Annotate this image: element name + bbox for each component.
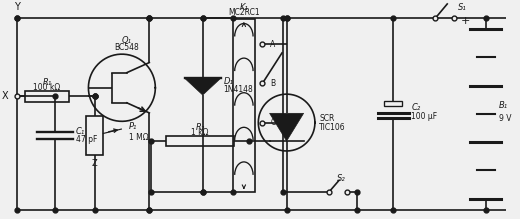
Bar: [86, 116, 103, 155]
Text: B: B: [270, 79, 275, 88]
Text: SCR: SCR: [319, 114, 334, 123]
Text: S₁: S₁: [458, 3, 466, 12]
Text: +: +: [461, 16, 471, 26]
Text: C₂: C₂: [411, 103, 421, 112]
Text: R₂: R₂: [196, 123, 205, 132]
Text: D₁: D₁: [223, 77, 233, 86]
Bar: [166, 136, 235, 146]
Text: TIC106: TIC106: [319, 124, 346, 132]
Text: 100 kΩ: 100 kΩ: [33, 83, 61, 92]
Text: B₁: B₁: [499, 101, 508, 110]
Text: S₂: S₂: [337, 173, 346, 183]
Text: P₁: P₁: [129, 122, 137, 131]
Text: C: C: [270, 118, 276, 127]
Text: Q₁: Q₁: [122, 35, 132, 44]
Bar: [384, 101, 402, 106]
Text: A: A: [270, 40, 276, 49]
Polygon shape: [270, 113, 304, 141]
Text: Z: Z: [92, 159, 97, 168]
Text: 1 kΩ: 1 kΩ: [191, 128, 209, 137]
Bar: [233, 19, 255, 192]
Text: 47 pF: 47 pF: [75, 136, 97, 145]
Text: K₁: K₁: [239, 3, 249, 12]
Bar: [25, 91, 69, 102]
Text: Y: Y: [15, 2, 20, 12]
Text: R₁: R₁: [42, 78, 51, 87]
Polygon shape: [185, 78, 220, 95]
Text: 1 MΩ: 1 MΩ: [129, 133, 149, 142]
Text: 100 μF: 100 μF: [411, 111, 437, 120]
Text: C₁: C₁: [75, 127, 85, 136]
Text: BC548: BC548: [114, 43, 139, 52]
Text: 1N4148: 1N4148: [223, 85, 253, 94]
Text: MC2RC1: MC2RC1: [228, 8, 259, 17]
Text: 9 V: 9 V: [499, 114, 511, 123]
Text: X: X: [2, 92, 8, 101]
